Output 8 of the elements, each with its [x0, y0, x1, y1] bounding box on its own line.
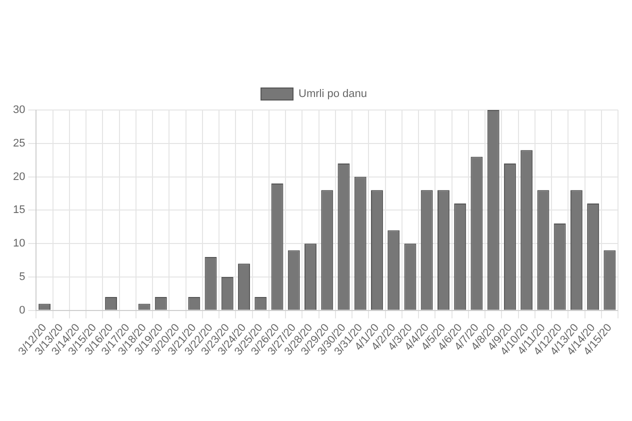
- y-tick-label: 0: [19, 304, 26, 316]
- y-tick-label: 25: [12, 137, 26, 150]
- y-tick-label: 5: [19, 271, 26, 284]
- y-tick-label: 20: [12, 170, 26, 183]
- y-tick-label: 15: [12, 204, 26, 216]
- y-tick-label: 10: [12, 238, 26, 250]
- legend-label: Umrli po danu: [298, 88, 367, 100]
- y-tick-label: 30: [12, 104, 26, 116]
